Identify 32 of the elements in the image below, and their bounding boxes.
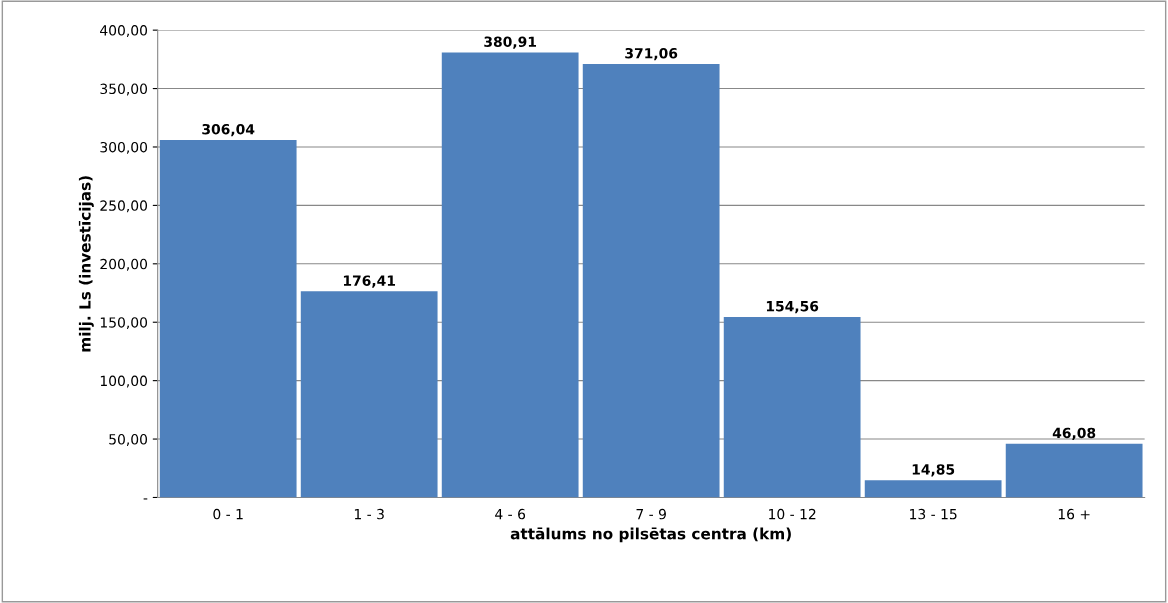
bar	[864, 480, 1002, 498]
y-tick-label: 250,00	[100, 200, 148, 213]
y-tick-label: -	[143, 498, 148, 500]
y-tick-label: 100,00	[100, 375, 148, 388]
x-tick-label: 4 - 6	[495, 508, 526, 520]
x-tick-label: 16 +	[1058, 508, 1090, 520]
bar	[723, 316, 861, 498]
x-tick-label: 13 - 15	[910, 508, 957, 520]
bar	[300, 291, 438, 498]
x-tick-label: 7 - 9	[636, 508, 666, 520]
bar	[582, 63, 720, 498]
y-tick-label: 400,00	[100, 25, 148, 38]
x-tick-label: 1 - 3	[354, 508, 384, 520]
data-label: 380,91	[484, 36, 537, 49]
y-axis-title: milj. Ls (investīcijas)	[78, 176, 94, 352]
x-tick-label: 10 - 12	[769, 508, 816, 520]
bar	[159, 139, 297, 498]
data-label: 306,04	[202, 123, 255, 137]
y-tick-label: 150,00	[100, 317, 148, 330]
x-axis-title: attālums no pilsētas centra (km)	[510, 527, 791, 543]
bar	[441, 52, 579, 498]
y-tick-label: 300,00	[100, 141, 148, 154]
data-label: 176,41	[343, 275, 396, 288]
y-tick-label: 50,00	[109, 434, 148, 446]
data-label: 46,08	[1052, 427, 1096, 440]
data-label: 14,85	[912, 464, 955, 477]
y-tick-label: 200,00	[100, 258, 148, 271]
data-label: 371,06	[625, 47, 678, 61]
bar	[1005, 443, 1143, 498]
x-tick-label: 0 - 1	[213, 508, 243, 520]
y-tick-label: 350,00	[100, 83, 148, 96]
data-label: 154,56	[766, 300, 819, 314]
